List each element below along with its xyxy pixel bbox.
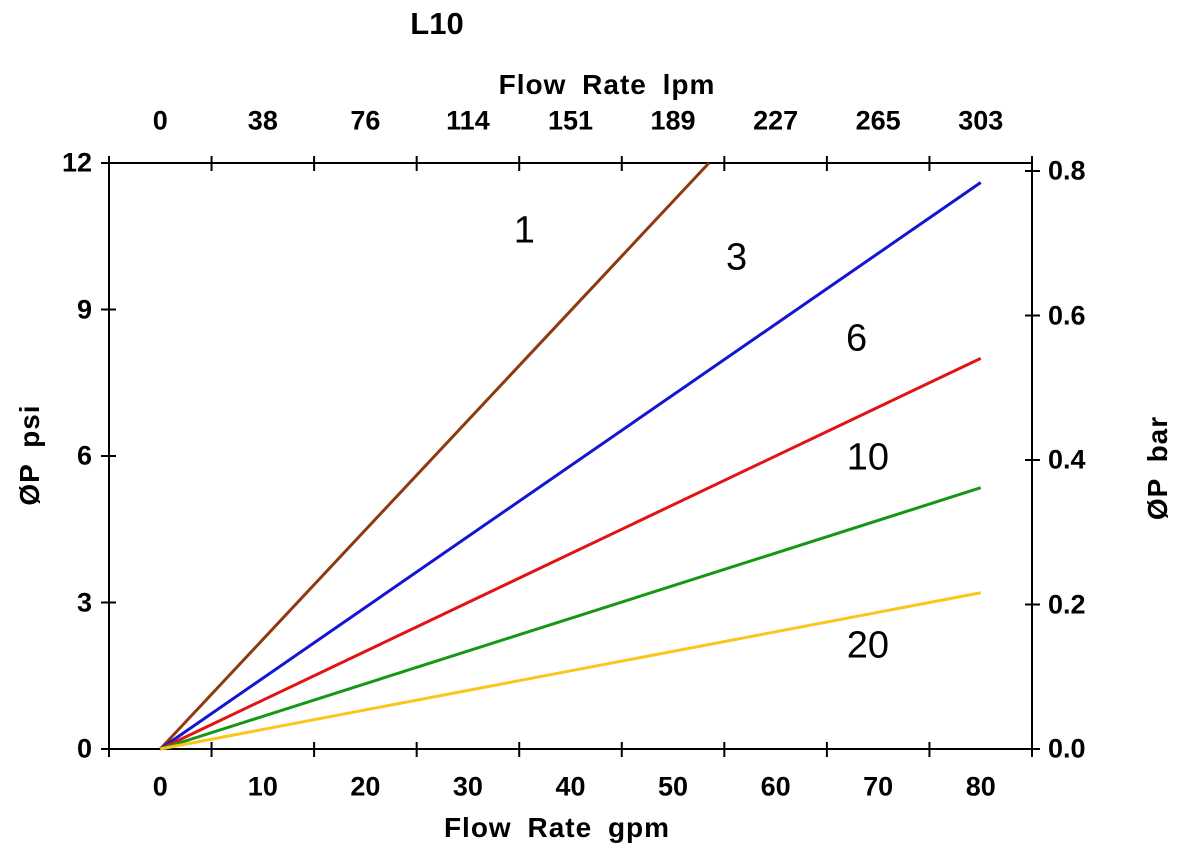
top-axis-tick-label: 38 xyxy=(247,105,278,136)
series-line-20 xyxy=(159,591,982,751)
series-line-3 xyxy=(159,181,982,751)
left-axis-tick-label: 9 xyxy=(76,294,92,324)
right-axis-tick-label: 0.4 xyxy=(1048,444,1086,475)
bottom-axis-tick-label: 20 xyxy=(350,771,381,802)
curve-label-6: 6 xyxy=(846,317,868,360)
top-axis-tick-label: 151 xyxy=(547,105,594,136)
left-axis-tick-label: 0 xyxy=(76,733,92,764)
bottom-axis-tick-label: 80 xyxy=(965,771,996,802)
bottom-axis-tick-label: 30 xyxy=(452,771,483,802)
left-axis-tick-label: 3 xyxy=(76,587,92,617)
top-axis-title: Flow Rate lpm xyxy=(498,69,716,100)
top-axis-tick-label: 189 xyxy=(650,105,696,136)
curve-label-10: 10 xyxy=(846,436,890,479)
bottom-axis-tick-label: 70 xyxy=(863,771,894,802)
plot-frame xyxy=(108,162,1033,750)
series-line-6 xyxy=(159,356,982,751)
right-axis-title: ØP bar xyxy=(1142,415,1173,521)
left-axis-tick-label: 12 xyxy=(61,147,92,178)
right-axis-tick-label: 0.6 xyxy=(1048,300,1086,330)
curve-label-3: 3 xyxy=(726,236,748,279)
top-axis-tick-label: 227 xyxy=(753,105,799,136)
right-axis-tick-label: 0.0 xyxy=(1048,733,1086,764)
top-axis-tick-label: 114 xyxy=(446,105,490,136)
chart-title: L10 xyxy=(410,6,464,41)
series-line-10 xyxy=(159,486,982,751)
right-axis-tick-label: 0.8 xyxy=(1048,155,1086,186)
series-line-1 xyxy=(159,161,711,751)
bottom-axis-tick-label: 10 xyxy=(247,771,278,802)
bottom-axis-tick-label: 60 xyxy=(760,771,791,802)
bottom-axis-tick-label: 0 xyxy=(152,771,168,802)
top-axis-tick-label: 265 xyxy=(855,105,901,136)
bottom-axis-tick-label: 40 xyxy=(555,771,586,802)
top-axis-tick-label: 0 xyxy=(152,105,168,136)
bottom-axis-tick-label: 50 xyxy=(658,771,689,802)
curve-label-1: 1 xyxy=(513,209,535,252)
top-axis-tick-label: 303 xyxy=(958,105,1004,136)
curve-label-20: 20 xyxy=(846,624,890,667)
left-axis-tick-label: 6 xyxy=(76,440,92,471)
right-axis-tick-label: 0.2 xyxy=(1048,589,1086,619)
top-axis-tick-label: 76 xyxy=(350,105,381,136)
bottom-axis-title: Flow Rate gpm xyxy=(443,812,671,843)
